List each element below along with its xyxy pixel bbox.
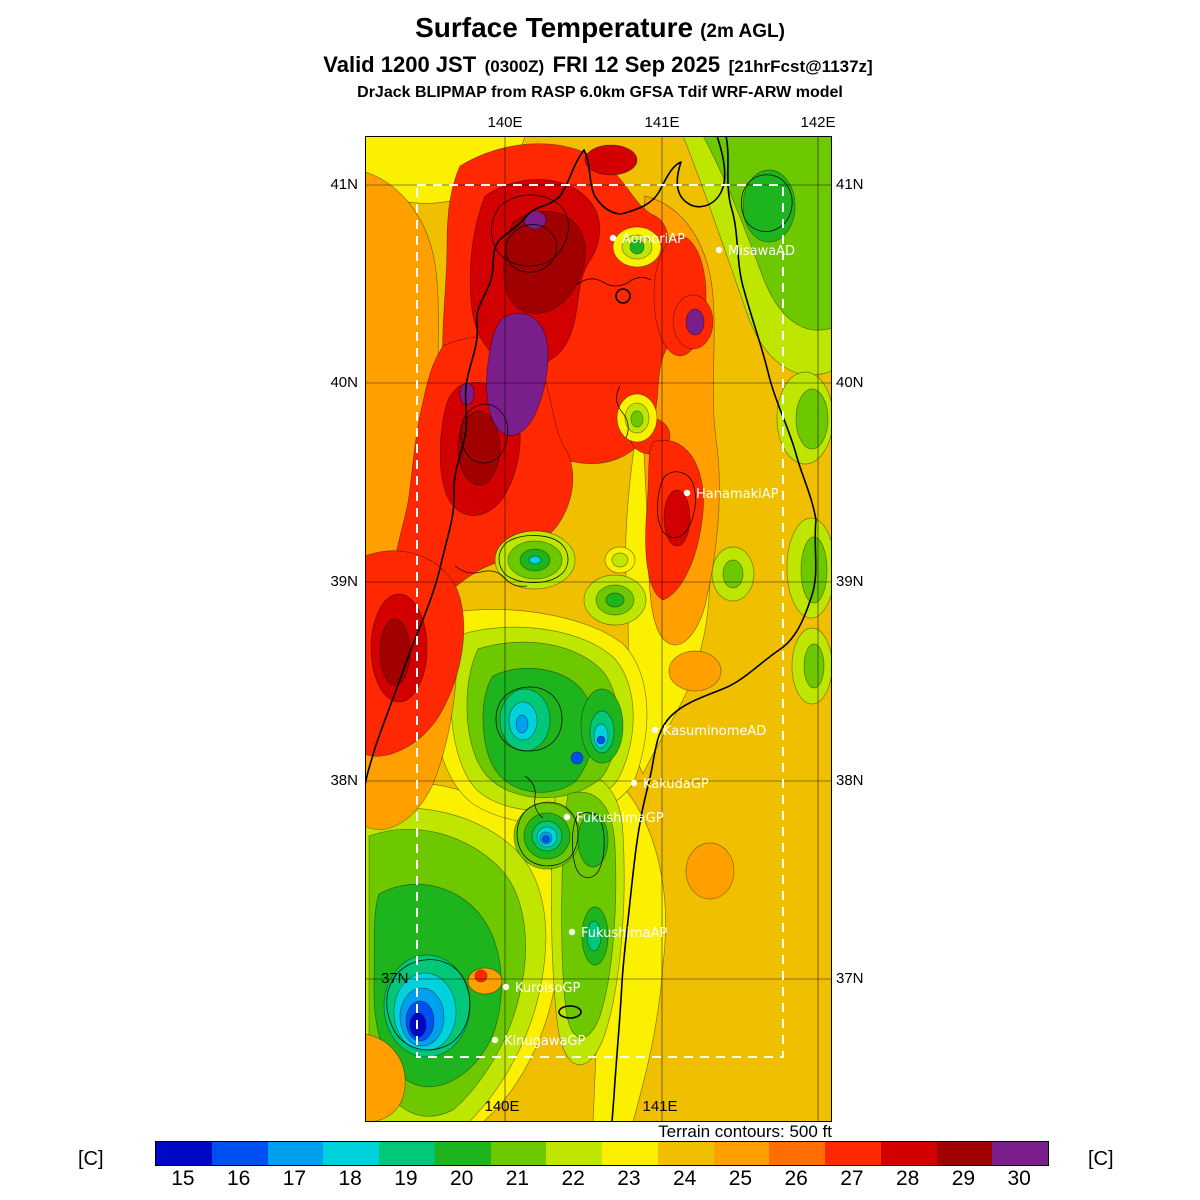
colorbar-cell [267,1142,324,1165]
lat-label-right-40n: 40N [836,374,864,391]
station-dot [715,246,723,254]
station-markers: AomoriAP MisawaAD HanamakiAP KasuminomeA… [491,232,795,1049]
valid-date: FRI 12 Sep 2025 [552,52,721,77]
lat-label-right-39n: 39N [836,573,864,590]
lon-label-top-142e: 142E [800,114,836,131]
colorbar-label: 25 [728,1167,753,1190]
lat-label-right-37n: 37N [836,970,864,987]
lat-label-left-41n: 41N [330,176,358,193]
lat-label-left-37n: 37N [381,970,409,987]
forecast-hour: [21hrFcst@1137z] [728,57,873,76]
station-dot [502,983,510,991]
colorbar-cell [211,1142,268,1165]
colorbar-label: 16 [226,1167,251,1190]
lon-label-top-140e: 140E [487,114,523,131]
colorbar-label: 15 [171,1167,195,1190]
title-suffix: (2m AGL) [700,21,785,42]
colorbar-cell [713,1142,770,1165]
station-dot [491,1036,499,1044]
station-aomori-ap: AomoriAP [609,232,685,247]
page-title: Surface Temperature (2m AGL) [0,12,1200,44]
station-dot [568,928,576,936]
valid-time-line: Valid 1200 JST (0300Z) FRI 12 Sep 2025 [… [0,52,1200,78]
lat-label-left-40n: 40N [330,374,358,391]
station-dot [683,489,691,497]
temperature-field [365,136,832,1122]
lon-label-bottom-141e: 141E [642,1098,678,1115]
colorbar-label: 17 [282,1167,307,1190]
lat-label-right-38n: 38N [836,772,864,789]
colorbar-label: 19 [394,1167,418,1190]
colorbar-label: 30 [1007,1167,1031,1190]
colorbar-label: 26 [784,1167,808,1190]
colorbar-labels: 15 16 17 18 19 20 21 22 23 24 25 26 27 2… [155,1167,1047,1191]
colorbar-cell [992,1142,1048,1165]
station-label: HanamakiAP [696,487,779,502]
station-fukushima-ap: FukushimaAP [568,926,668,941]
terrain-contours-note: Terrain contours: 500 ft [658,1122,832,1141]
colorbar-cell [657,1142,714,1165]
colorbar-label: 23 [617,1167,641,1190]
station-label: KuroisoGP [515,981,581,996]
station-label: KinugawaGP [504,1034,586,1049]
colorbar-cell [936,1142,993,1165]
colorbar-cell [546,1142,602,1165]
colorbar-unit-right: [C] [1088,1148,1114,1170]
station-label: AomoriAP [622,232,685,247]
station-dot [609,234,617,242]
temperature-map-svg: AomoriAP MisawaAD HanamakiAP KasuminomeA… [365,136,832,1122]
map-border [365,136,832,1122]
colorbar-label: 29 [951,1167,976,1190]
lat-label-left-38n: 38N [330,772,358,789]
station-label: KakudaGP [643,777,709,792]
station-kasuminome-ad: KasuminomeAD [651,724,766,739]
valid-zulu: (0300Z) [484,57,545,76]
station-label: MisawaAD [728,244,795,259]
colorbar-cell [323,1142,379,1165]
station-kuroiso-gp: KuroisoGP [502,981,581,996]
colorbar-label: 20 [449,1167,474,1190]
model-line: DrJack BLIPMAP from RASP 6.0km GFSA Tdif… [357,84,843,101]
colorbar-cell [490,1142,547,1165]
domain-boundary-dashed [416,184,784,1058]
lat-label-right-41n: 41N [836,176,864,193]
station-hanamaki-ap: HanamakiAP [683,487,779,502]
station-kinugawa-gp: KinugawaGP [491,1034,586,1049]
lat-label-left-39n: 39N [330,573,358,590]
colorbar-unit-left: [C] [78,1148,104,1170]
colorbar-cell [825,1142,881,1165]
colorbar-label: 28 [895,1167,920,1190]
station-dot [651,726,659,734]
colorbar-label: 24 [672,1167,697,1190]
station-kakuda-gp: KakudaGP [630,777,709,792]
station-dot [563,813,571,821]
station-label: KasuminomeAD [663,724,766,739]
lon-label-top-141e: 141E [644,114,680,131]
valid-prefix: Valid 1200 JST [323,52,477,77]
colorbar-label: 22 [561,1167,585,1190]
colorbar-cell [602,1142,658,1165]
title-main: Surface Temperature [415,12,694,43]
colorbar-label: 21 [505,1167,530,1190]
colorbar-label: 18 [338,1167,362,1190]
temperature-map: AomoriAP MisawaAD HanamakiAP KasuminomeA… [365,136,832,1122]
station-fukushima-gp: FukushimaGP [563,811,664,826]
terrain-contour-lines [386,174,793,1051]
colorbar [155,1141,1049,1166]
colorbar-cell [379,1142,435,1165]
lon-label-bottom-140e: 140E [484,1098,520,1115]
colorbar-cell [156,1142,212,1165]
station-label: FukushimaAP [581,926,668,941]
station-label: FukushimaGP [576,811,664,826]
station-misawa-ad: MisawaAD [715,244,795,259]
colorbar-cell [880,1142,937,1165]
coastline [365,136,817,1122]
colorbar-cell [434,1142,491,1165]
colorbar-label: 27 [840,1167,864,1190]
colorbar-cell [769,1142,825,1165]
station-dot [630,779,638,787]
